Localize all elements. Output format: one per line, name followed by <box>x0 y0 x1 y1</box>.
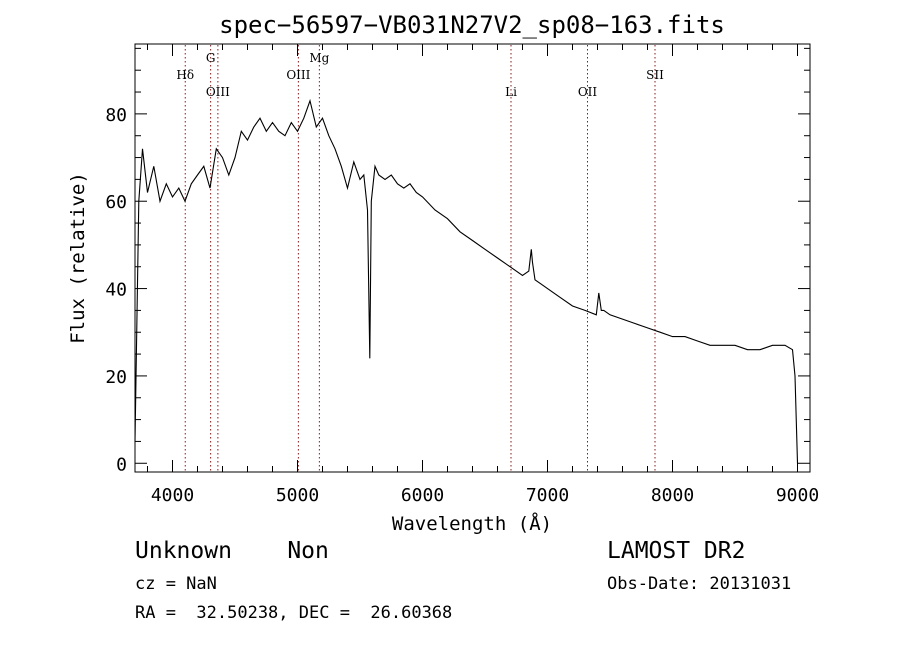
marker-label: Hδ <box>176 68 194 82</box>
marker-label: Li <box>505 85 517 99</box>
y-axis-label: Flux (relative) <box>67 172 89 344</box>
spectrum-line <box>134 98 799 464</box>
x-tick-label: 9000 <box>776 485 819 506</box>
x-tick-label: 8000 <box>651 485 694 506</box>
y-tick-label: 20 <box>105 367 127 388</box>
object-class-label: Unknown Non <box>135 538 329 564</box>
survey-label: LAMOST DR2 <box>607 538 746 564</box>
x-tick-label: 5000 <box>276 485 319 506</box>
emission-line-markers: Hδ G OIII OIII Mg Li OII SII <box>176 45 664 472</box>
y-tick-label: 60 <box>105 192 127 213</box>
plot-frame <box>134 43 811 473</box>
y-axis-ticks: 0 20 40 60 80 <box>105 47 810 475</box>
x-axis-ticks: 4000 5000 6000 7000 8000 9000 <box>147 44 819 506</box>
y-tick-label: 40 <box>105 280 127 301</box>
marker-label: OIII <box>286 68 310 82</box>
x-tick-label: 6000 <box>401 485 444 506</box>
x-tick-label: 4000 <box>151 485 194 506</box>
obs-date-label: Obs-Date: 20131031 <box>607 574 792 594</box>
y-tick-label: 0 <box>116 454 127 475</box>
marker-label: G <box>206 51 216 65</box>
marker-label: SII <box>646 68 664 82</box>
marker-label: Mg <box>309 51 329 65</box>
y-tick-label: 80 <box>105 105 127 126</box>
coordinates-label: RA = 32.50238, DEC = 26.60368 <box>135 603 453 623</box>
x-tick-label: 7000 <box>526 485 569 506</box>
marker-label: OIII <box>206 85 230 99</box>
x-axis-label: Wavelength (Å) <box>392 512 552 535</box>
redshift-label: cz = NaN <box>135 574 217 594</box>
marker-label: OII <box>578 85 598 99</box>
chart-title: spec−56597−VB031N27V2_sp08−163.fits <box>219 11 725 39</box>
